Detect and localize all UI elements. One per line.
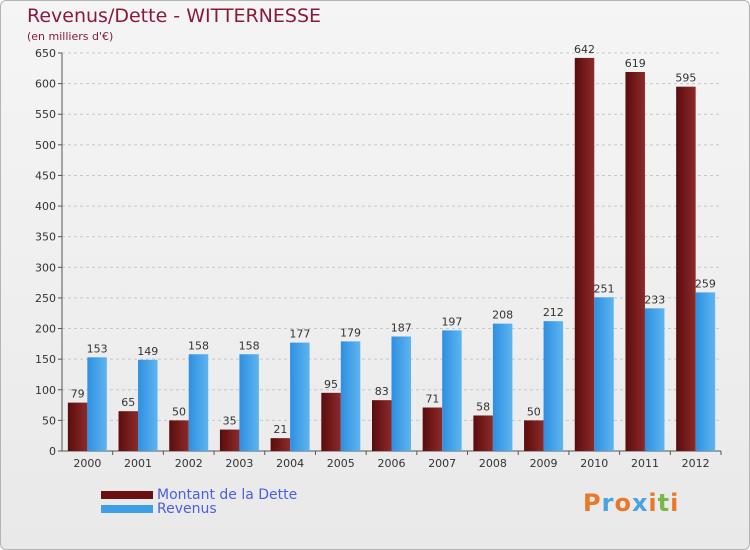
data-label-revenus: 158 bbox=[188, 339, 209, 352]
data-label-revenus: 233 bbox=[644, 293, 665, 306]
bar-dette bbox=[524, 420, 544, 451]
data-label-revenus: 212 bbox=[543, 306, 564, 319]
x-tick-label: 2005 bbox=[327, 457, 355, 470]
x-tick-label: 2012 bbox=[682, 457, 710, 470]
bar-dette bbox=[169, 420, 189, 451]
bar-revenus bbox=[543, 321, 564, 451]
legend-item-revenus: Revenus bbox=[101, 501, 217, 517]
bar-revenus bbox=[391, 336, 411, 451]
bar-revenus bbox=[644, 308, 665, 451]
bar-revenus bbox=[442, 330, 462, 451]
bar-revenus bbox=[340, 341, 361, 451]
data-label-revenus: 197 bbox=[441, 315, 462, 328]
data-label-revenus: 259 bbox=[695, 277, 716, 290]
y-tick-label: 100 bbox=[35, 384, 56, 397]
bar-dette bbox=[219, 429, 240, 451]
bar-dette bbox=[625, 71, 645, 451]
legend-label-revenus: Revenus bbox=[157, 501, 217, 517]
bar-dette bbox=[270, 438, 291, 451]
bar-dette bbox=[676, 86, 696, 451]
data-label-dette: 35 bbox=[223, 415, 237, 428]
bar-revenus bbox=[492, 323, 513, 451]
y-tick-label: 50 bbox=[42, 414, 56, 427]
y-tick-label: 650 bbox=[35, 47, 56, 60]
data-label-dette: 65 bbox=[121, 396, 135, 409]
data-label-dette: 50 bbox=[172, 405, 186, 418]
data-label-revenus: 177 bbox=[289, 328, 310, 341]
logo-letter: o bbox=[614, 489, 632, 517]
x-tick-label: 2003 bbox=[225, 457, 253, 470]
x-tick-label: 2002 bbox=[175, 457, 203, 470]
bar-dette bbox=[372, 400, 392, 451]
y-tick-label: 0 bbox=[49, 445, 56, 458]
x-tick-label: 2008 bbox=[479, 457, 507, 470]
y-tick-label: 600 bbox=[35, 78, 56, 91]
x-tick-label: 2011 bbox=[631, 457, 659, 470]
x-tick-label: 2009 bbox=[530, 457, 558, 470]
data-label-revenus: 179 bbox=[340, 326, 361, 339]
x-tick-label: 2010 bbox=[580, 457, 608, 470]
bar-revenus bbox=[87, 357, 107, 451]
x-tick-label: 2004 bbox=[276, 457, 304, 470]
bar-revenus bbox=[695, 292, 716, 451]
bar-revenus bbox=[594, 297, 614, 451]
y-tick-label: 300 bbox=[35, 261, 56, 274]
legend-item-dette: Montant de la Dette bbox=[101, 487, 297, 503]
logo-letter: i bbox=[648, 489, 658, 517]
legend-swatch-dette bbox=[101, 491, 153, 499]
bar-revenus bbox=[138, 359, 158, 451]
logo-letter: x bbox=[631, 489, 649, 517]
proxiti-logo: Proxiti bbox=[583, 489, 679, 517]
bar-dette bbox=[321, 392, 341, 451]
data-label-revenus: 158 bbox=[239, 339, 260, 352]
label-layer: 0501001502002503003504004505005506006502… bbox=[35, 43, 716, 470]
y-tick-label: 450 bbox=[35, 169, 56, 182]
y-tick-label: 250 bbox=[35, 292, 56, 305]
y-tick-label: 400 bbox=[35, 200, 56, 213]
bar-revenus bbox=[188, 354, 209, 451]
bar-revenus bbox=[290, 342, 310, 451]
x-tick-label: 2001 bbox=[124, 457, 152, 470]
bar-layer bbox=[67, 57, 716, 451]
data-label-dette: 642 bbox=[574, 43, 595, 56]
chart-title: Revenus/Dette - WITTERNESSE bbox=[27, 5, 322, 27]
legend-label-dette: Montant de la Dette bbox=[157, 487, 298, 503]
data-label-dette: 595 bbox=[675, 72, 696, 85]
data-label-revenus: 149 bbox=[137, 345, 158, 358]
bar-dette bbox=[422, 407, 443, 451]
logo-letter: P bbox=[583, 489, 602, 517]
data-label-dette: 50 bbox=[527, 405, 541, 418]
data-label-dette: 83 bbox=[375, 385, 389, 398]
data-label-revenus: 153 bbox=[87, 342, 108, 355]
x-tick-label: 2000 bbox=[73, 457, 101, 470]
bar-revenus bbox=[239, 354, 259, 451]
data-label-revenus: 208 bbox=[492, 309, 513, 322]
data-label-revenus: 251 bbox=[594, 282, 615, 295]
y-tick-label: 150 bbox=[35, 353, 56, 366]
data-label-dette: 79 bbox=[71, 388, 85, 401]
y-tick-label: 500 bbox=[35, 139, 56, 152]
x-tick-label: 2006 bbox=[378, 457, 406, 470]
bar-dette bbox=[574, 57, 595, 451]
data-label-dette: 71 bbox=[425, 393, 439, 406]
data-label-dette: 95 bbox=[324, 378, 338, 391]
y-tick-label: 350 bbox=[35, 231, 56, 244]
x-tick-label: 2007 bbox=[428, 457, 456, 470]
y-tick-label: 550 bbox=[35, 108, 56, 121]
data-label-dette: 21 bbox=[273, 423, 287, 436]
data-label-revenus: 187 bbox=[391, 321, 412, 334]
data-label-dette: 619 bbox=[625, 57, 646, 70]
logo-letter: i bbox=[670, 489, 680, 517]
legend-swatch-revenus bbox=[101, 505, 153, 513]
data-label-dette: 58 bbox=[476, 400, 490, 413]
bar-dette bbox=[118, 411, 139, 451]
bar-dette bbox=[473, 415, 493, 451]
chart-subtitle: (en milliers d'€) bbox=[27, 30, 114, 43]
logo-letter: r bbox=[601, 489, 615, 517]
y-tick-label: 200 bbox=[35, 323, 56, 336]
bar-dette bbox=[67, 402, 88, 451]
logo-letter: t bbox=[657, 489, 671, 517]
